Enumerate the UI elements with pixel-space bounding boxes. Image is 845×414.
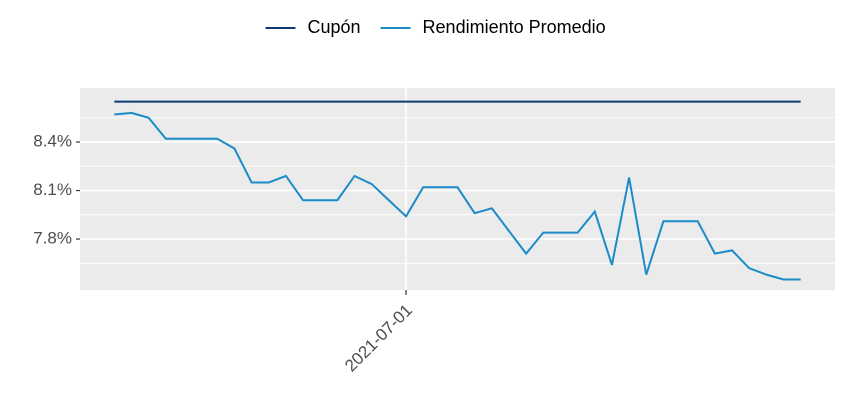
legend-label: Cupón [308,17,361,37]
legend-label: Rendimiento Promedio [423,17,606,37]
x-tick-label: 2021-07-01 [341,301,416,376]
y-tick-label: 8.1% [33,180,72,199]
y-tick-label: 7.8% [33,229,72,248]
y-tick-label: 8.4% [33,132,72,151]
line [114,111,801,281]
